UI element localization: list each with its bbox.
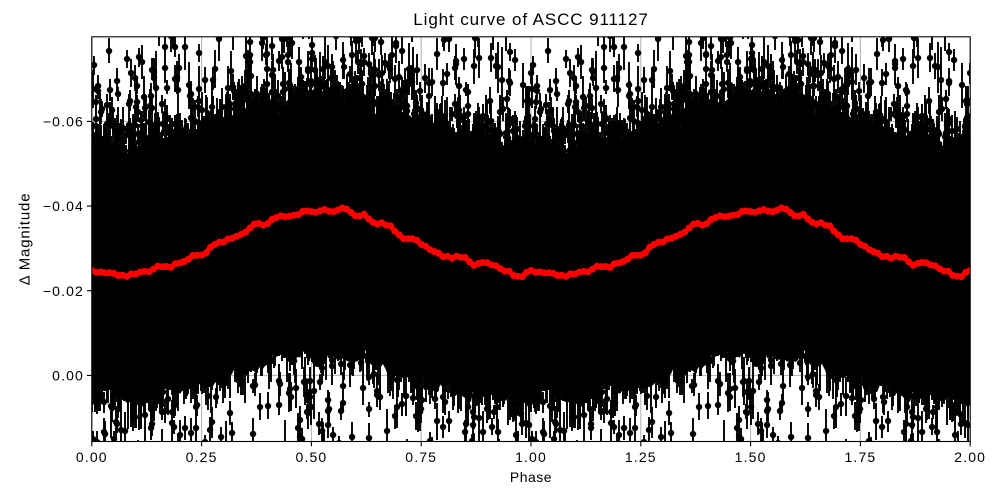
svg-text:1.75: 1.75 [844,449,876,465]
svg-text:−0.02: −0.02 [43,283,84,299]
svg-text:2.00: 2.00 [954,449,986,465]
svg-text:0.00: 0.00 [76,449,108,465]
svg-text:0.50: 0.50 [295,449,327,465]
svg-text:0.25: 0.25 [186,449,218,465]
svg-text:Δ Magnitude: Δ Magnitude [17,193,34,286]
svg-text:1.00: 1.00 [515,449,547,465]
svg-text:1.25: 1.25 [625,449,657,465]
svg-text:−0.04: −0.04 [43,198,84,214]
svg-text:Phase: Phase [510,469,552,485]
svg-text:1.50: 1.50 [735,449,767,465]
svg-text:−0.06: −0.06 [43,114,84,130]
svg-text:0.75: 0.75 [405,449,437,465]
svg-text:Light curve of ASCC 911127: Light curve of ASCC 911127 [413,10,648,29]
svg-text:0.00: 0.00 [52,368,84,384]
